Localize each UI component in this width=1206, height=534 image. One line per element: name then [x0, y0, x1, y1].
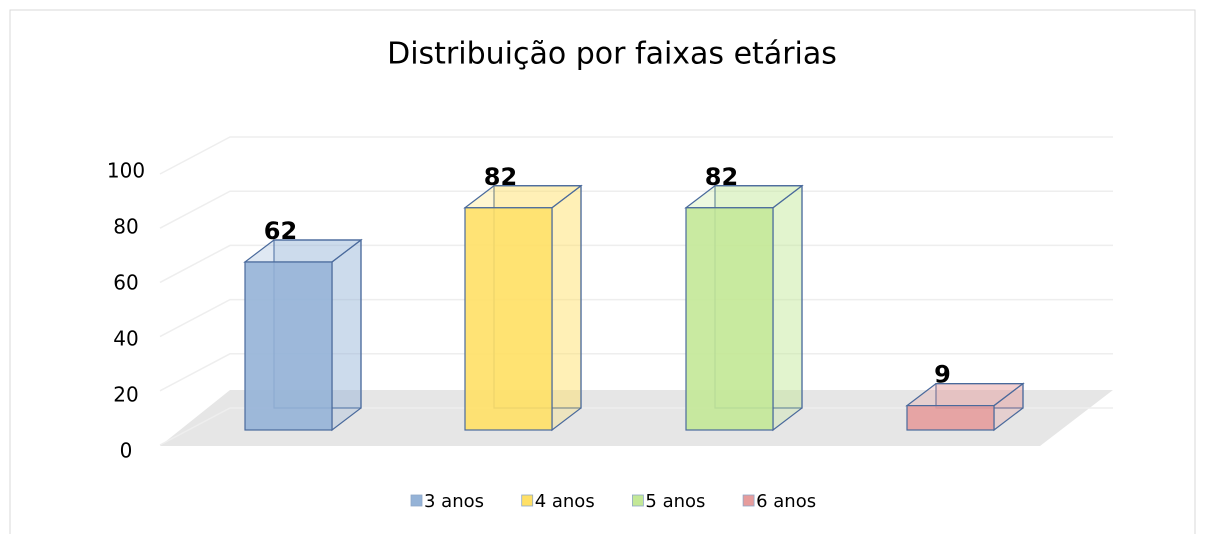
y-tick-label: 100: [107, 159, 145, 183]
grid-line: [159, 407, 1113, 446]
legend-label: 5 anos: [645, 491, 705, 512]
legend-swatch: [521, 494, 534, 507]
bar-front: [464, 207, 553, 431]
floor: [160, 390, 1113, 446]
bar-front: [906, 405, 995, 431]
grid-line: [159, 190, 1113, 229]
y-tick-label: 40: [113, 327, 138, 351]
legend-swatch: [632, 494, 644, 507]
data-label: 62: [264, 217, 297, 245]
bar: [905, 382, 1025, 432]
chart-border: [9, 9, 1196, 534]
bar: [684, 184, 804, 432]
y-tick-label: 60: [113, 271, 138, 295]
legend-label: 6 anos: [756, 491, 816, 512]
grid-line: [159, 298, 1113, 338]
bar-front: [244, 261, 333, 431]
data-label: 82: [705, 163, 738, 191]
legend-label: 4 anos: [535, 491, 595, 512]
legend-swatch: [410, 494, 423, 507]
bar: [463, 184, 583, 432]
grid-line: [159, 244, 1113, 284]
bar-side: [331, 238, 362, 432]
y-tick-label: 20: [113, 383, 138, 407]
legend-label: 3 anos: [424, 491, 484, 512]
legend-swatch: [742, 494, 755, 507]
grid-line: [159, 136, 1113, 175]
data-label: 82: [484, 163, 517, 191]
data-label: 9: [934, 361, 951, 389]
grid-line: [159, 353, 1113, 392]
bar-side: [772, 184, 803, 432]
bar: [243, 238, 363, 432]
chart-title: Distribuição por faixas etárias: [387, 37, 837, 72]
bar-front: [685, 207, 774, 431]
y-tick-label: 80: [113, 215, 138, 239]
bar-side: [551, 184, 582, 432]
y-tick-label: 0: [120, 439, 133, 463]
